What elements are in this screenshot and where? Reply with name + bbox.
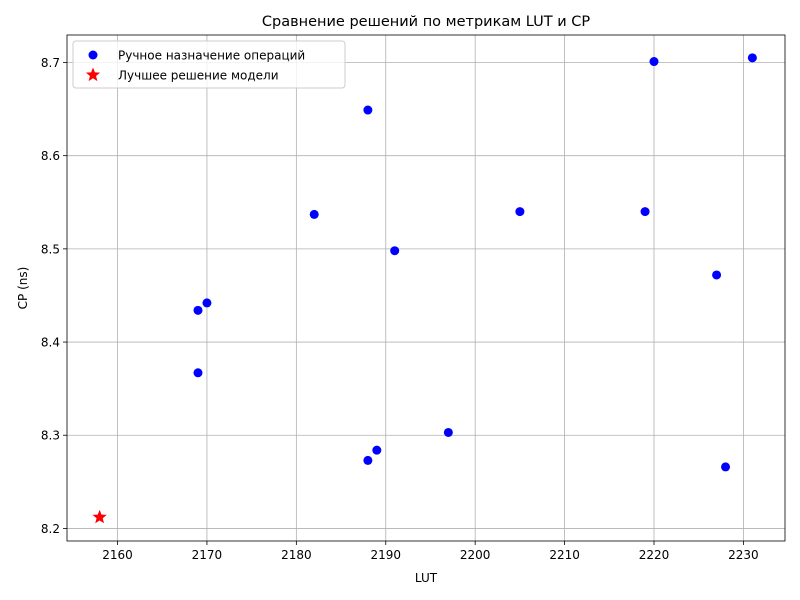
manual-solution-point xyxy=(363,455,373,465)
x-tick-label: 2160 xyxy=(102,548,133,562)
manual-solution-point xyxy=(193,368,203,378)
legend-marker-best xyxy=(85,67,101,82)
manual-solution-point xyxy=(640,207,650,217)
manual-solution-point xyxy=(193,305,203,315)
manual-solution-point xyxy=(372,445,382,455)
legend-marker-manual xyxy=(88,50,98,60)
x-tick-label: 2170 xyxy=(192,548,223,562)
manual-solution-point xyxy=(363,105,373,115)
x-tick-label: 2180 xyxy=(281,548,312,562)
x-tick-label: 2230 xyxy=(728,548,759,562)
data-points xyxy=(92,53,757,524)
y-tick-label: 8.2 xyxy=(41,522,60,536)
legend: Ручное назначение операций Лучшее решени… xyxy=(72,40,346,89)
x-axis-label: LUT xyxy=(415,571,438,585)
legend-label-manual: Ручное назначение операций xyxy=(118,49,305,63)
y-tick-label: 8.7 xyxy=(41,56,60,70)
y-axis-ticks: 8.2 8.3 8.4 8.5 8.6 8.7 xyxy=(41,56,67,536)
manual-solution-point xyxy=(721,462,731,472)
manual-solution-point xyxy=(747,53,757,63)
y-tick-label: 8.3 xyxy=(41,429,60,443)
manual-solution-point xyxy=(443,427,453,437)
legend-marker-icon xyxy=(88,50,98,60)
manual-solution-point xyxy=(390,246,400,256)
grid xyxy=(67,35,785,541)
legend-marker-icon xyxy=(85,67,101,82)
x-tick-label: 2200 xyxy=(460,548,491,562)
x-tick-label: 2220 xyxy=(639,548,670,562)
legend-box xyxy=(72,40,346,89)
x-tick-label: 2190 xyxy=(370,548,401,562)
y-tick-label: 8.4 xyxy=(41,336,60,350)
y-tick-label: 8.5 xyxy=(41,242,60,256)
manual-solution-point xyxy=(202,298,212,308)
manual-solution-point xyxy=(515,207,525,217)
plot-frame xyxy=(66,34,786,542)
manual-solution-point xyxy=(712,270,722,280)
y-axis-label: CP (ns) xyxy=(16,267,30,310)
y-tick-label: 8.6 xyxy=(41,149,60,163)
x-axis-ticks: 2160 2170 2180 2190 2200 2210 2220 2230 xyxy=(102,541,759,562)
manual-solution-point xyxy=(649,57,659,67)
x-tick-label: 2210 xyxy=(549,548,580,562)
chart-title: Сравнение решений по метрикам LUT и CP xyxy=(262,14,591,30)
best-solution-point xyxy=(92,509,107,524)
legend-label-best: Лучшее решение модели xyxy=(118,69,279,83)
manual-solution-point xyxy=(309,209,319,219)
